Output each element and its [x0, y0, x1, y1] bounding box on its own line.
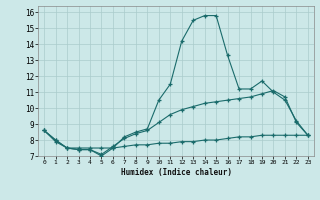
X-axis label: Humidex (Indice chaleur): Humidex (Indice chaleur): [121, 168, 231, 177]
